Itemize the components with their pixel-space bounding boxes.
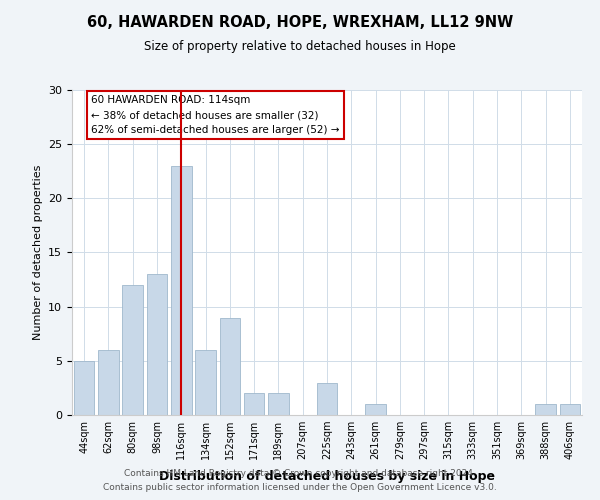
Bar [268, 394, 289, 415]
Bar [195, 350, 216, 415]
X-axis label: Distribution of detached houses by size in Hope: Distribution of detached houses by size … [159, 470, 495, 484]
Bar [535, 404, 556, 415]
Y-axis label: Number of detached properties: Number of detached properties [32, 165, 43, 340]
Bar [317, 382, 337, 415]
Bar [171, 166, 191, 415]
Bar [560, 404, 580, 415]
Bar [365, 404, 386, 415]
Text: Size of property relative to detached houses in Hope: Size of property relative to detached ho… [144, 40, 456, 53]
Bar [220, 318, 240, 415]
Bar [98, 350, 119, 415]
Bar [74, 361, 94, 415]
Bar [122, 285, 143, 415]
Text: 60 HAWARDEN ROAD: 114sqm
← 38% of detached houses are smaller (32)
62% of semi-d: 60 HAWARDEN ROAD: 114sqm ← 38% of detach… [91, 96, 340, 135]
Bar [244, 394, 265, 415]
Text: 60, HAWARDEN ROAD, HOPE, WREXHAM, LL12 9NW: 60, HAWARDEN ROAD, HOPE, WREXHAM, LL12 9… [87, 15, 513, 30]
Text: Contains HM Land Registry data © Crown copyright and database right 2024.: Contains HM Land Registry data © Crown c… [124, 468, 476, 477]
Bar [146, 274, 167, 415]
Text: Contains public sector information licensed under the Open Government Licence v3: Contains public sector information licen… [103, 484, 497, 492]
